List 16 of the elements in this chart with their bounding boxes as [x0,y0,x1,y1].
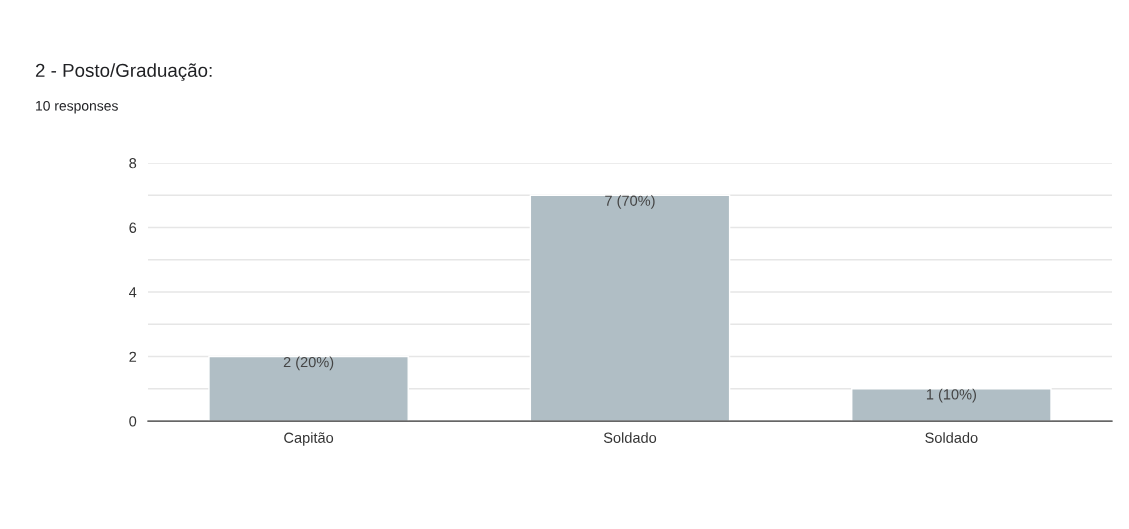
chart-subtitle: 10 responses [36,100,118,114]
y-tick-label: 0 [129,416,137,427]
y-tick-label: 8 [129,158,137,169]
y-tick-label: 2 [129,351,137,362]
bar [208,355,409,422]
bar [529,194,731,422]
bar [851,388,1052,422]
x-tick-label: Capitão [284,432,334,446]
y-tick-label: 6 [129,222,137,233]
chart-title: 2 - Posto/Graduação: [35,63,212,81]
x-tick-label: Soldado [603,432,657,443]
data-label: 2 (20%) [283,356,334,371]
data-label: 7 (70%) [605,195,655,209]
y-tick-label: 4 [129,287,137,298]
data-label: 1 (10%) [926,388,976,403]
x-tick-label: Soldado [925,432,978,443]
